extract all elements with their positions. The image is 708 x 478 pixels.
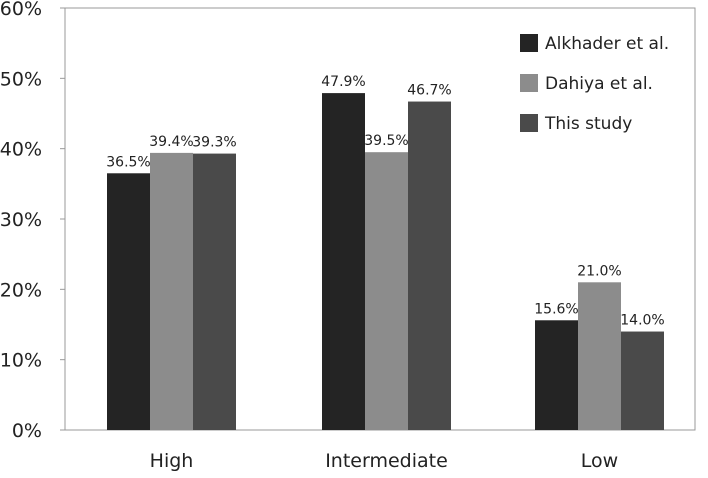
x-category-label: High — [150, 450, 194, 472]
bar — [621, 331, 664, 430]
data-label: 15.6% — [534, 301, 578, 317]
data-label: 39.3% — [192, 135, 236, 151]
data-label: 46.7% — [407, 83, 451, 99]
bar — [107, 173, 150, 431]
y-tick-label: 40% — [0, 139, 42, 161]
data-label: 47.9% — [321, 74, 365, 90]
bar — [535, 320, 578, 430]
legend-label: Alkhader et al. — [545, 34, 669, 54]
bar — [578, 282, 621, 430]
legend-swatch — [520, 74, 538, 92]
data-labels-group: 36.5% 39.4%39.3% 47.9% 39.5% 46.7% 15.6% 21.0%… — [106, 74, 664, 328]
y-tick-label: 50% — [0, 68, 42, 90]
bar — [193, 153, 236, 430]
legend-label: This study — [544, 114, 632, 134]
data-label: 21.0% — [577, 263, 621, 279]
x-category-label: Intermediate — [325, 450, 448, 472]
data-label: 39.5% — [364, 133, 408, 149]
y-tick-label: 60% — [0, 0, 42, 20]
data-label: 39.4% — [149, 134, 193, 150]
y-tick-label: 10% — [0, 350, 42, 372]
x-axis: High Intermediate Low — [150, 450, 619, 472]
bar — [322, 93, 365, 430]
y-axis: 0% 10% 20% 30% 40% 50% 60% — [0, 0, 65, 442]
y-tick-label: 20% — [0, 279, 42, 301]
legend-label: Dahiya et al. — [545, 74, 653, 94]
data-label: 14.0% — [620, 313, 664, 329]
bar — [365, 152, 408, 430]
y-tick-label: 0% — [12, 420, 42, 442]
legend: Alkhader et al. Dahiya et al. This study — [520, 34, 669, 134]
bar — [150, 152, 193, 431]
x-category-label: Low — [581, 450, 618, 472]
legend-swatch — [520, 114, 538, 132]
bar — [408, 101, 451, 430]
data-label: 36.5% — [106, 154, 150, 170]
bars-group — [107, 93, 664, 431]
legend-swatch — [520, 34, 538, 52]
y-tick-label: 30% — [0, 209, 42, 231]
